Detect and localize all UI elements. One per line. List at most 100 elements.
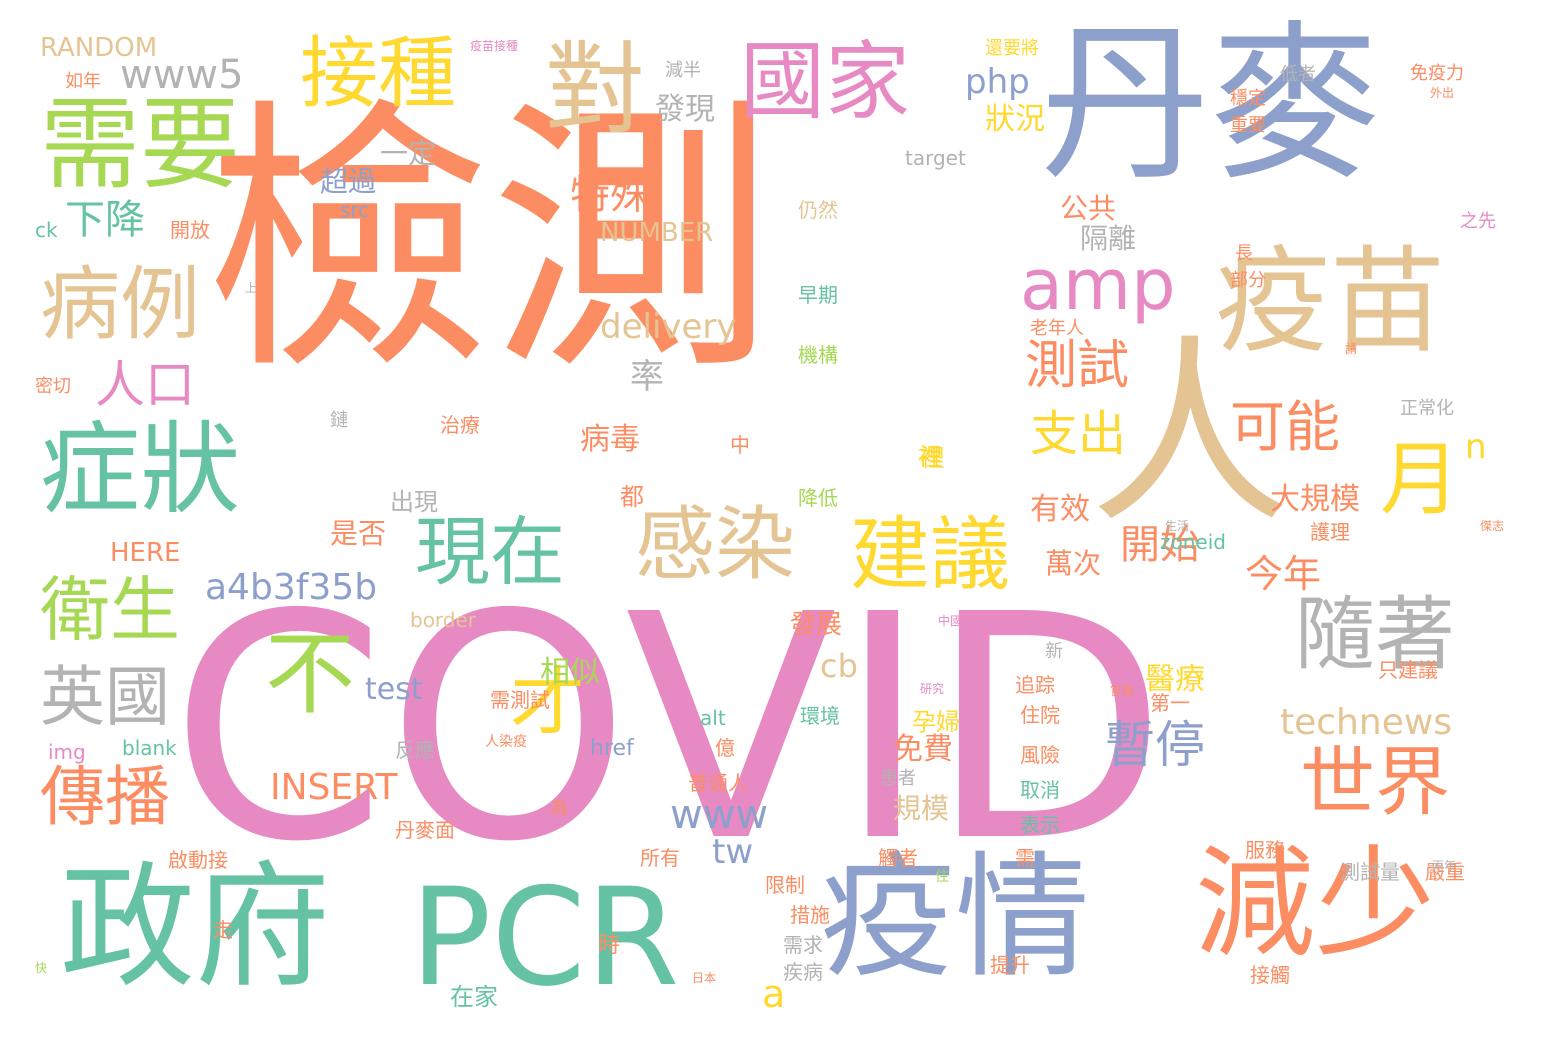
word-cloud-word: 走 — [213, 918, 233, 942]
word-cloud-word: border — [410, 608, 477, 632]
word-cloud-word: 規模 — [893, 792, 950, 825]
word-cloud-word: 官員 — [1110, 684, 1135, 698]
word-cloud-word: 相似 — [540, 655, 600, 690]
word-cloud-word: 護理 — [1310, 520, 1350, 544]
word-cloud-word: 早期 — [798, 283, 838, 307]
word-cloud-word: 風險 — [1020, 743, 1060, 767]
word-cloud-word: 率 — [630, 357, 664, 397]
word-cloud-word: 衛生 — [40, 569, 180, 651]
word-cloud-word: 現在 — [415, 508, 566, 596]
word-cloud-word: 住 — [935, 869, 949, 885]
word-cloud-word: www5 — [120, 52, 244, 98]
word-cloud-word: a4b3f35b — [205, 567, 378, 608]
word-cloud-word: 接觸 — [1250, 963, 1290, 987]
word-cloud-word: 是否 — [330, 517, 387, 550]
word-cloud-word: 不 — [265, 622, 355, 727]
word-cloud-word: 傳播 — [40, 760, 171, 835]
word-cloud-word: 鏈 — [330, 410, 348, 431]
word-cloud-word: 丹麥面 — [395, 818, 455, 842]
word-cloud-word: img — [48, 740, 86, 764]
word-cloud-word: 今年 — [1245, 552, 1322, 596]
word-cloud-word: 裡 — [916, 445, 944, 469]
word-cloud-word: 治療 — [440, 413, 480, 437]
word-cloud-word: 才 — [510, 658, 586, 746]
word-cloud-word: 密切 — [35, 376, 71, 397]
word-cloud-word: 重要 — [1230, 115, 1266, 136]
word-cloud-word: 仍然 — [798, 198, 838, 222]
word-cloud-word: 部分 — [1230, 270, 1266, 291]
word-cloud-word: 在家 — [450, 983, 498, 1011]
word-cloud-word: 研究 — [920, 682, 945, 696]
word-cloud-word: 支出 — [1030, 406, 1127, 462]
word-cloud-word: 發現 — [655, 92, 715, 127]
word-cloud-word: cb — [820, 647, 858, 685]
word-cloud-word: href — [590, 736, 634, 761]
word-cloud-word: 正常化 — [1400, 398, 1454, 419]
word-cloud-word: 表示 — [1020, 813, 1060, 837]
word-cloud-word: 機構 — [798, 343, 838, 367]
word-cloud-word: 開放 — [170, 218, 210, 242]
word-cloud-word: 政府 — [60, 849, 330, 1006]
word-cloud-word: 大規模 — [1270, 482, 1360, 517]
word-cloud-word: 需要 — [40, 86, 240, 203]
word-cloud-word: 傑志 — [1480, 519, 1505, 533]
word-cloud-word: 億 — [715, 736, 735, 760]
word-cloud-word: 國家 — [740, 33, 911, 132]
word-cloud-word: 萬次 — [1045, 547, 1102, 580]
word-cloud-word: 感染 — [635, 498, 795, 591]
word-cloud-word: 快 — [35, 961, 48, 975]
word-cloud-word: 減少 — [1195, 835, 1435, 974]
word-cloud-word: 隨著 — [1295, 588, 1455, 681]
word-cloud-word: 測試量 — [1340, 860, 1400, 884]
word-cloud-word: 人口 — [95, 356, 195, 414]
word-cloud-word: NUMBER — [600, 218, 714, 248]
word-cloud-word: 提升 — [990, 953, 1030, 977]
word-cloud-word: 日本 — [692, 971, 717, 985]
word-cloud-word: 隔離 — [1080, 222, 1137, 255]
word-cloud-word: test — [365, 672, 423, 707]
word-cloud-word: 發展 — [790, 610, 843, 640]
word-cloud-word: 普通人 — [688, 771, 748, 795]
word-cloud-word: 狀況 — [985, 102, 1045, 137]
word-cloud-word: 上 — [245, 281, 258, 295]
word-cloud-word: 啟動接 — [168, 848, 228, 872]
word-cloud-word: INSERT — [270, 767, 398, 808]
word-cloud-word: 疫苗 — [1215, 235, 1446, 369]
word-cloud-word: technews — [1280, 702, 1453, 743]
word-cloud-word: tw — [712, 832, 754, 872]
word-cloud-word: zoneid — [1160, 530, 1226, 554]
word-cloud-word: 需測試 — [490, 688, 550, 712]
word-cloud-word: blank — [122, 736, 177, 760]
word-cloud-word: 取消 — [1020, 778, 1060, 802]
word-cloud-word: 醫療 — [1145, 662, 1205, 697]
word-cloud-word: target — [905, 146, 966, 170]
word-cloud-word: 月 — [1380, 433, 1460, 526]
word-cloud-word: 穩定 — [1230, 88, 1266, 109]
word-cloud-word: amp — [1020, 244, 1176, 326]
word-cloud-word: 如年 — [65, 71, 101, 92]
word-cloud-word: 人 — [1090, 318, 1291, 551]
word-cloud-word: 測試 — [1025, 336, 1130, 396]
word-cloud-word: 環境 — [800, 704, 840, 728]
word-cloud-word: 時 — [598, 933, 621, 958]
word-cloud-word: 觸者 — [878, 846, 918, 870]
word-cloud-word: 疾病 — [783, 960, 823, 984]
word-cloud-word: 降低 — [798, 486, 838, 510]
word-cloud-word: delivery — [600, 307, 737, 347]
word-cloud-word: 有效 — [1030, 492, 1090, 527]
word-cloud-word: 新 — [1045, 641, 1063, 662]
word-cloud-word: n — [1465, 427, 1487, 467]
word-cloud-word: 病例 — [40, 258, 200, 351]
word-cloud-word: 服務 — [1245, 838, 1285, 862]
word-cloud-word: 建議 — [850, 508, 1010, 601]
word-cloud-word: 症狀 — [40, 411, 240, 528]
word-cloud-word: src — [340, 198, 370, 222]
word-cloud-word: 請 — [1345, 342, 1358, 356]
word-cloud-word: 疫情 — [820, 839, 1090, 996]
word-cloud-word: 老年人 — [1030, 318, 1084, 339]
word-cloud-word: 開始 — [1120, 522, 1200, 568]
word-cloud-word: 裡 — [918, 443, 942, 471]
word-cloud-word: 中 — [730, 433, 750, 457]
word-cloud-word: 英國 — [40, 660, 171, 735]
word-cloud-word: php — [965, 62, 1030, 102]
